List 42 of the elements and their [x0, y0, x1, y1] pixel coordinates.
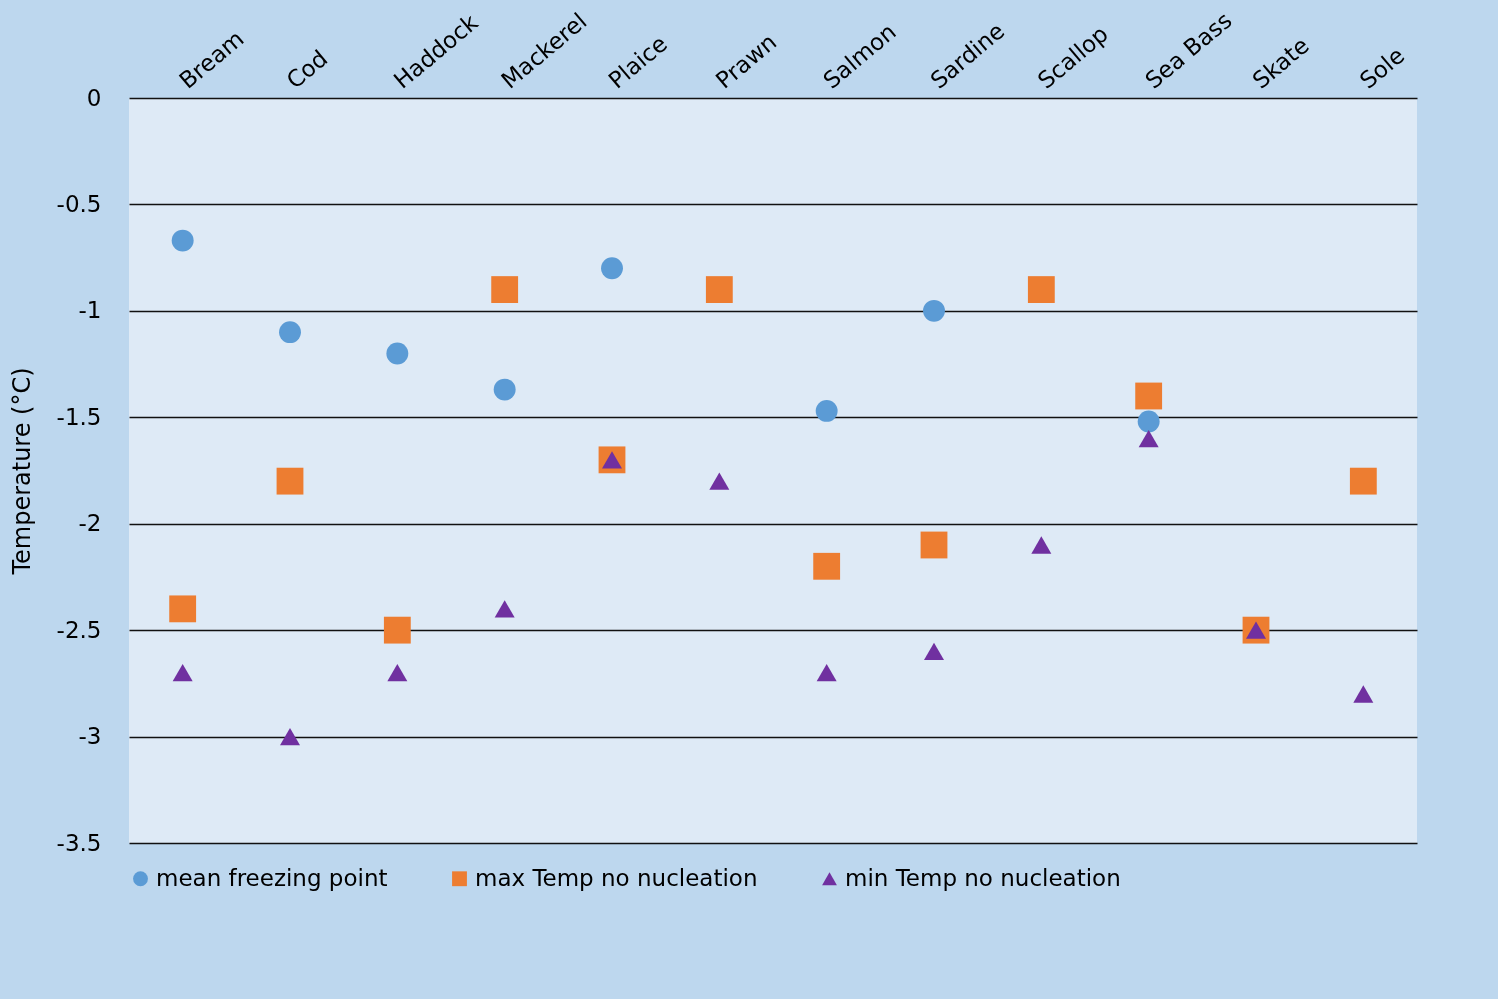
point	[169, 595, 197, 623]
y-tick-label: -1	[78, 297, 102, 324]
point	[1031, 536, 1052, 554]
point	[494, 600, 515, 618]
y-tick-label: -2	[78, 510, 102, 537]
point	[276, 467, 304, 495]
y-tick-label: -1.5	[56, 403, 102, 430]
point	[1353, 685, 1374, 703]
point	[1138, 429, 1159, 448]
point	[924, 642, 944, 661]
legend-label: min Temp no nucleation	[845, 864, 1121, 891]
y-tick-label: -3.5	[56, 829, 102, 856]
point	[387, 664, 408, 682]
point	[1349, 467, 1377, 495]
point	[705, 276, 733, 303]
point	[386, 342, 409, 365]
legend-label: max Temp no nucleation	[475, 864, 758, 891]
point	[1137, 410, 1160, 433]
legend-label: mean freezing point	[156, 864, 388, 891]
point	[280, 727, 300, 746]
y-tick-label: 0	[86, 84, 102, 111]
y-tick-label: -2.5	[56, 616, 102, 643]
y-tick-label: -3	[78, 723, 102, 750]
point	[709, 472, 730, 490]
y-tick-label: -0.5	[56, 190, 102, 217]
point	[923, 299, 945, 322]
x-tick-label: Sole	[1354, 42, 1410, 94]
point	[601, 257, 623, 280]
point	[493, 378, 516, 401]
point	[171, 229, 194, 252]
point	[816, 664, 837, 682]
point	[383, 616, 411, 644]
point	[815, 399, 838, 422]
point	[1135, 382, 1163, 410]
point	[279, 321, 301, 344]
x-tick-label: Cod	[281, 45, 333, 94]
y-axis-title: Temperature (°C)	[7, 367, 36, 576]
point	[172, 664, 193, 682]
point	[813, 552, 841, 580]
point	[920, 531, 948, 559]
point	[1027, 276, 1055, 303]
point	[491, 276, 519, 303]
